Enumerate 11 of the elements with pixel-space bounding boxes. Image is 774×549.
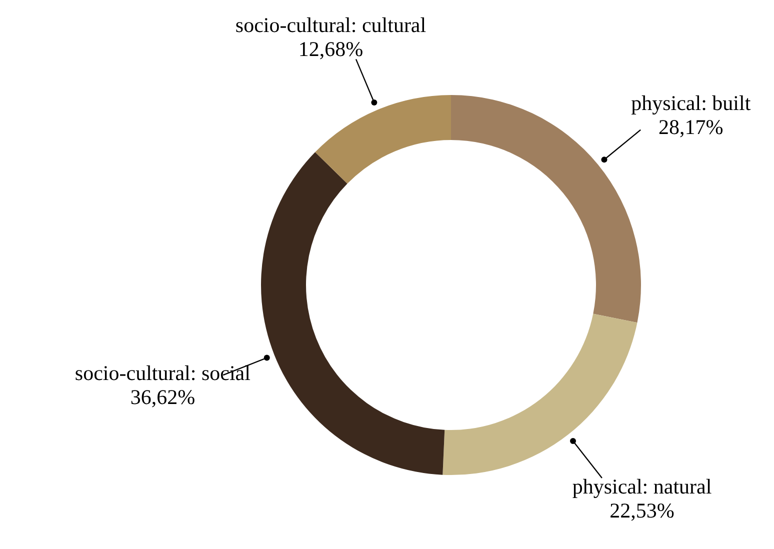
data-label: 12,68% [298, 37, 364, 62]
donut-slice [315, 95, 451, 184]
data-label: 28,17% [658, 115, 724, 140]
donut-slice [261, 152, 445, 475]
data-label: 22,53% [610, 498, 674, 523]
donut-slice [442, 314, 638, 475]
data-label: 36,62% [130, 385, 196, 410]
slice-label: socio-cultural: cultural [235, 13, 426, 38]
slice-label: socio-cultural: social [74, 361, 251, 386]
slice-label: physical: natural [572, 474, 712, 499]
slice-label: physical: built [631, 91, 751, 116]
